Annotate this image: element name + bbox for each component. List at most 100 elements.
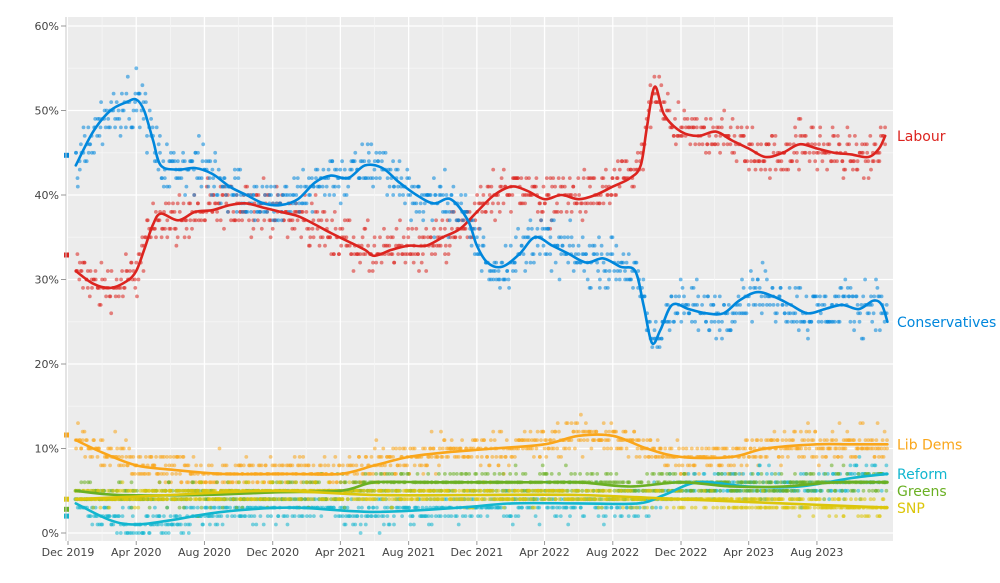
poll-dot [252, 514, 257, 518]
poll-dot [347, 455, 352, 459]
poll-dot [465, 235, 470, 240]
poll-dot [636, 269, 641, 273]
poll-dot [665, 303, 670, 307]
poll-dot [429, 455, 434, 459]
poll-dot [458, 446, 463, 451]
poll-dot [614, 472, 619, 476]
poll-dot [152, 463, 157, 468]
poll-dot [240, 218, 245, 223]
poll-dot [385, 505, 390, 510]
poll-dot [370, 269, 375, 273]
poll-dot [409, 218, 413, 223]
poll-dot [601, 421, 606, 425]
poll-dot [712, 472, 717, 476]
poll-dot [589, 429, 594, 434]
poll-dot [392, 522, 396, 527]
poll-dot [143, 91, 148, 96]
poll-dot [311, 463, 316, 468]
poll-dot [724, 446, 729, 451]
poll-dot [116, 294, 121, 299]
poll-dot [443, 472, 447, 476]
poll-dot [183, 193, 188, 197]
poll-dot [199, 184, 204, 189]
poll-dot [677, 463, 681, 468]
poll-dot [516, 226, 520, 231]
poll-dot [100, 277, 104, 282]
poll-dot [566, 522, 571, 527]
poll-dot [716, 446, 721, 451]
poll-dot [201, 142, 206, 147]
poll-dot [873, 328, 878, 333]
poll-dot [347, 243, 352, 248]
poll-dot [273, 497, 278, 502]
poll-dot [443, 226, 447, 231]
poll-dot [349, 167, 354, 172]
poll-dot [589, 446, 594, 451]
poll-dot [663, 446, 668, 451]
poll-dot [93, 117, 98, 121]
poll-dot [635, 446, 640, 451]
poll-dot [521, 252, 526, 256]
poll-dot [153, 505, 157, 510]
poll-dot [615, 176, 620, 181]
poll-dot [95, 455, 100, 459]
poll-dot [366, 243, 370, 248]
poll-dot [491, 201, 495, 206]
poll-dot [216, 167, 221, 172]
poll-dot [372, 243, 377, 248]
poll-dot [322, 193, 327, 197]
poll-dot [265, 210, 270, 214]
poll-dot [75, 176, 80, 181]
poll-dot [292, 514, 297, 518]
poll-dot [369, 455, 374, 459]
poll-dot [114, 100, 119, 104]
poll-dot [535, 226, 540, 231]
poll-dot [711, 125, 715, 130]
poll-dot [752, 159, 757, 164]
poll-dot [770, 134, 775, 138]
poll-dot [576, 243, 581, 248]
poll-dot [605, 193, 610, 197]
poll-dot [634, 159, 639, 164]
poll-dot [387, 497, 392, 502]
poll-dot [144, 100, 148, 104]
poll-dot [496, 201, 501, 206]
poll-dot [119, 277, 123, 282]
poll-dot [118, 134, 123, 138]
poll-dot [626, 252, 631, 256]
poll-dot [798, 117, 803, 121]
poll-dot [138, 252, 142, 256]
poll-dot [658, 505, 663, 510]
poll-dot [323, 463, 327, 468]
poll-dot [575, 201, 579, 206]
poll-dot [475, 235, 479, 240]
poll-dot [855, 159, 860, 164]
poll-dot [633, 488, 638, 493]
poll-dot [392, 260, 396, 265]
poll-dot [852, 159, 856, 164]
poll-dot [813, 429, 818, 434]
poll-dot [381, 514, 386, 518]
poll-dot [885, 446, 889, 451]
poll-dot [696, 328, 701, 333]
poll-dot [852, 319, 857, 324]
poll-dot [168, 514, 173, 518]
poll-dot [179, 480, 184, 485]
poll-dot [407, 505, 411, 510]
poll-dot [140, 83, 145, 88]
poll-dot [869, 294, 873, 299]
poll-dot [601, 260, 606, 265]
poll-dot [604, 269, 608, 273]
poll-dot [249, 210, 254, 214]
poll-dot [641, 277, 646, 282]
poll-dot [624, 446, 629, 451]
poll-dot [884, 488, 889, 493]
poll-dot [181, 505, 186, 510]
poll-dot [168, 455, 173, 459]
poll-dot [435, 455, 440, 459]
poll-dot [773, 134, 778, 138]
poll-dot [735, 125, 740, 130]
poll-dot [553, 260, 558, 265]
poll-dot [709, 463, 714, 468]
poll-dot [374, 260, 379, 265]
